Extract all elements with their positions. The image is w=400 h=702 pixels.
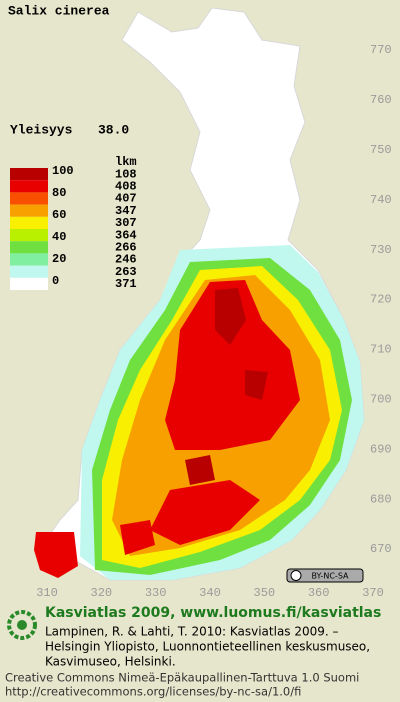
cc-icon	[290, 570, 302, 581]
aland	[34, 532, 78, 578]
legend-count: 371	[115, 277, 137, 291]
easting-label: 310	[36, 586, 58, 600]
license-badge-box	[286, 568, 364, 583]
title: Salix cinerea	[8, 3, 110, 18]
license-line: Creative Commons Nimeä-Epäkaupallinen-Ta…	[5, 671, 359, 685]
easting-label: 340	[199, 586, 221, 600]
license-line: http://creativecommons.org/licenses/by-n…	[5, 685, 301, 699]
northing-label: 720	[370, 293, 392, 307]
legend-count: 246	[115, 253, 137, 267]
legend-scale-label: 60	[52, 208, 66, 222]
legend-swatch	[10, 253, 48, 266]
legend-scale-label: 20	[52, 252, 66, 266]
legend-scale-label: 80	[52, 186, 66, 200]
northing-label: 690	[370, 442, 392, 456]
legend-swatch	[10, 180, 48, 193]
legend-count: 407	[115, 192, 137, 206]
easting-label: 360	[308, 586, 330, 600]
count-header: lkm	[115, 155, 137, 169]
legend-count: 364	[115, 228, 137, 242]
northing-label: 670	[370, 542, 392, 556]
legend-count: 307	[115, 216, 137, 230]
range-red	[120, 280, 300, 555]
northing-label: 760	[370, 93, 392, 107]
frequency-label: Yleisyys	[10, 122, 73, 137]
northing-label: 680	[370, 492, 392, 506]
legend-swatch	[10, 229, 48, 242]
legend-scale-label: 0	[52, 274, 59, 288]
legend-count: 408	[115, 179, 137, 193]
legend-swatch	[10, 265, 48, 278]
legend-count: 108	[115, 167, 137, 181]
northing-label: 740	[370, 193, 392, 207]
legend-swatch	[10, 192, 48, 205]
legend-count: 347	[115, 204, 137, 218]
easting-label: 330	[145, 586, 167, 600]
logo-center	[17, 620, 27, 630]
northing-label: 770	[370, 43, 392, 57]
easting-label: 350	[254, 586, 276, 600]
logo	[7, 610, 37, 640]
legend-swatch	[10, 241, 48, 254]
citation-line: Helsingin Yliopisto, Luonnontieteellinen…	[45, 640, 370, 654]
northing-label: 710	[370, 343, 392, 357]
license-badge: BY-NC-SA	[311, 572, 349, 581]
legend-count: 266	[115, 240, 137, 254]
legend-count: 263	[115, 265, 137, 279]
legend-swatch	[10, 216, 48, 229]
legend-swatch	[10, 168, 48, 181]
footer-heading: Kasviatlas 2009, www.luomus.fi/kasviatla…	[45, 605, 381, 621]
citation-line: Kasvimuseo, Helsinki.	[45, 655, 176, 669]
citation-line: Lampinen, R. & Lahti, T. 2010: Kasviatla…	[45, 625, 339, 639]
northing-label: 700	[370, 392, 392, 406]
legend-scale-label: 100	[52, 164, 74, 178]
legend-swatch	[10, 277, 48, 290]
easting-label: 370	[362, 586, 384, 600]
easting-label: 320	[91, 586, 113, 600]
legend-scale-label: 40	[52, 230, 66, 244]
legend-swatch	[10, 204, 48, 217]
range-dark-red	[185, 288, 268, 485]
frequency-value: 38.0	[98, 122, 129, 137]
northing-label: 750	[370, 143, 392, 157]
northing-label: 730	[370, 243, 392, 257]
